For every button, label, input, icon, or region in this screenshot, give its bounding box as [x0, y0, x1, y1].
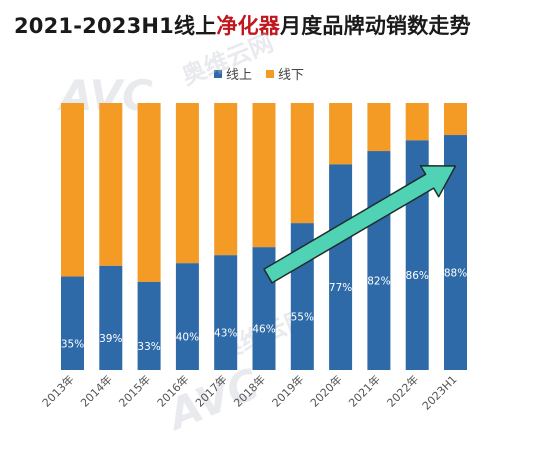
data-label: 46%: [252, 324, 275, 336]
bar-offline: [290, 103, 314, 224]
bar-online: [214, 255, 238, 370]
bar-offline: [329, 103, 353, 165]
data-label: 35%: [61, 338, 84, 350]
legend-label-offline: 线下: [278, 68, 305, 83]
title-highlight: 净化器: [216, 14, 281, 38]
x-tick-label: 2023H1: [420, 373, 460, 413]
bar-offline: [367, 103, 391, 152]
data-label: 55%: [291, 312, 314, 324]
data-label: 39%: [99, 333, 122, 345]
data-label: 82%: [367, 276, 390, 288]
data-label: 33%: [137, 341, 160, 353]
chart-title: 2021-2023H1线上净化器月度品牌动销数走势: [14, 10, 471, 40]
x-tick-label: 2014年: [77, 372, 114, 409]
data-label: 77%: [329, 282, 352, 294]
legend-item-online: 线上: [214, 64, 252, 83]
data-label: 88%: [444, 268, 467, 280]
title-suffix: 月度品牌动销数走势: [280, 14, 471, 38]
bar-online: [367, 151, 391, 370]
legend-label-online: 线上: [226, 68, 253, 83]
bar-offline: [252, 103, 276, 248]
legend-swatch-offline: [266, 69, 275, 78]
x-tick-label: 2020年: [307, 372, 344, 409]
bar-offline: [405, 103, 429, 141]
bar-online: [329, 164, 353, 370]
data-label: 43%: [214, 328, 237, 340]
bar-online: [175, 263, 199, 370]
legend: 线上 线下: [214, 64, 304, 83]
data-label: 86%: [406, 270, 429, 282]
x-tick-label: 2013年: [39, 372, 76, 409]
bar-offline: [444, 103, 467, 136]
x-tick-label: 2022年: [384, 372, 421, 409]
bar-offline: [175, 103, 199, 264]
trend-arrow: [263, 164, 457, 284]
bar-offline: [99, 103, 123, 266]
bar-online: [137, 281, 161, 370]
legend-swatch-online: [214, 69, 222, 78]
x-tick-label: 2015年: [116, 372, 153, 409]
bar-online: [99, 265, 123, 370]
bar-online: [444, 135, 467, 370]
x-tick-label: 2019年: [269, 372, 306, 409]
title-prefix: 2021-2023H1线上: [14, 14, 217, 38]
watermark-text: 奥维云网: [178, 29, 277, 91]
bar-offline: [214, 103, 238, 256]
x-tick-label: 2021年: [346, 372, 383, 409]
bar-offline: [137, 103, 161, 282]
legend-item-offline: 线下: [266, 64, 304, 83]
bar-offline: [61, 103, 84, 277]
bar-online: [61, 276, 84, 370]
data-label: 40%: [176, 332, 199, 344]
